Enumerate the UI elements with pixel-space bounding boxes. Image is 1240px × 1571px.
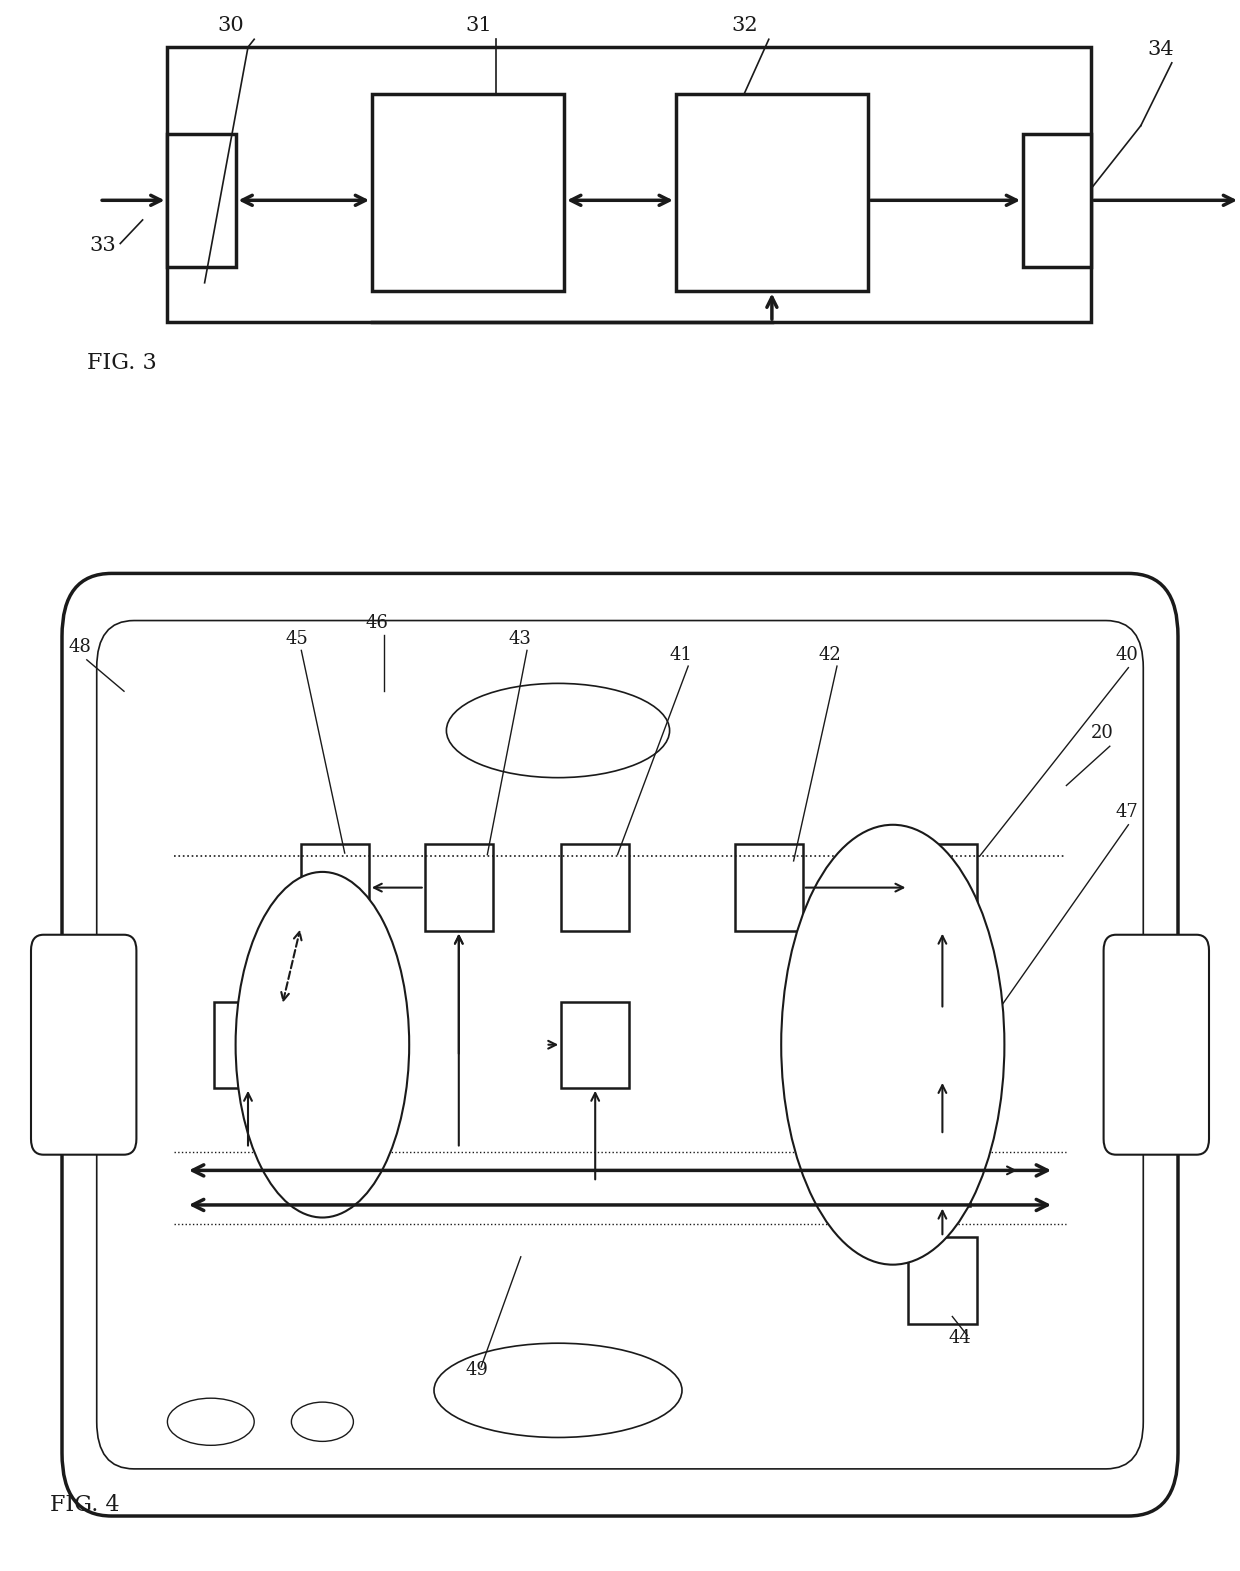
Text: 34: 34	[1147, 39, 1173, 60]
Text: 32: 32	[732, 16, 758, 36]
Text: 47: 47	[1116, 803, 1138, 822]
Text: 33: 33	[89, 236, 117, 256]
Bar	[215, 1002, 283, 1089]
FancyBboxPatch shape	[62, 573, 1178, 1516]
Bar	[424, 845, 492, 930]
Text: 45: 45	[285, 630, 308, 649]
Text: 46: 46	[366, 614, 388, 633]
Bar	[301, 845, 370, 930]
Bar	[734, 845, 804, 930]
Polygon shape	[372, 94, 564, 291]
Ellipse shape	[236, 872, 409, 1218]
Bar	[908, 845, 977, 930]
Text: 44: 44	[949, 1329, 971, 1348]
Text: 30: 30	[217, 16, 244, 36]
Polygon shape	[167, 134, 236, 267]
Text: FIG. 3: FIG. 3	[87, 352, 156, 374]
FancyBboxPatch shape	[31, 935, 136, 1155]
Polygon shape	[676, 94, 868, 291]
Text: 20: 20	[1091, 724, 1114, 743]
Text: 49: 49	[465, 1360, 487, 1379]
Bar	[915, 1134, 971, 1207]
Bar	[560, 1002, 629, 1089]
Bar	[908, 1238, 977, 1323]
Text: 43: 43	[508, 630, 531, 649]
Text: 42: 42	[818, 646, 841, 665]
FancyBboxPatch shape	[1104, 935, 1209, 1155]
Bar	[915, 1010, 971, 1081]
Ellipse shape	[781, 825, 1004, 1265]
Text: 41: 41	[670, 646, 692, 665]
Text: 48: 48	[68, 638, 91, 657]
Bar	[560, 845, 629, 930]
Text: 40: 40	[1116, 646, 1138, 665]
Polygon shape	[1023, 134, 1091, 267]
Text: 31: 31	[465, 16, 492, 36]
Text: FIG. 4: FIG. 4	[50, 1494, 119, 1516]
